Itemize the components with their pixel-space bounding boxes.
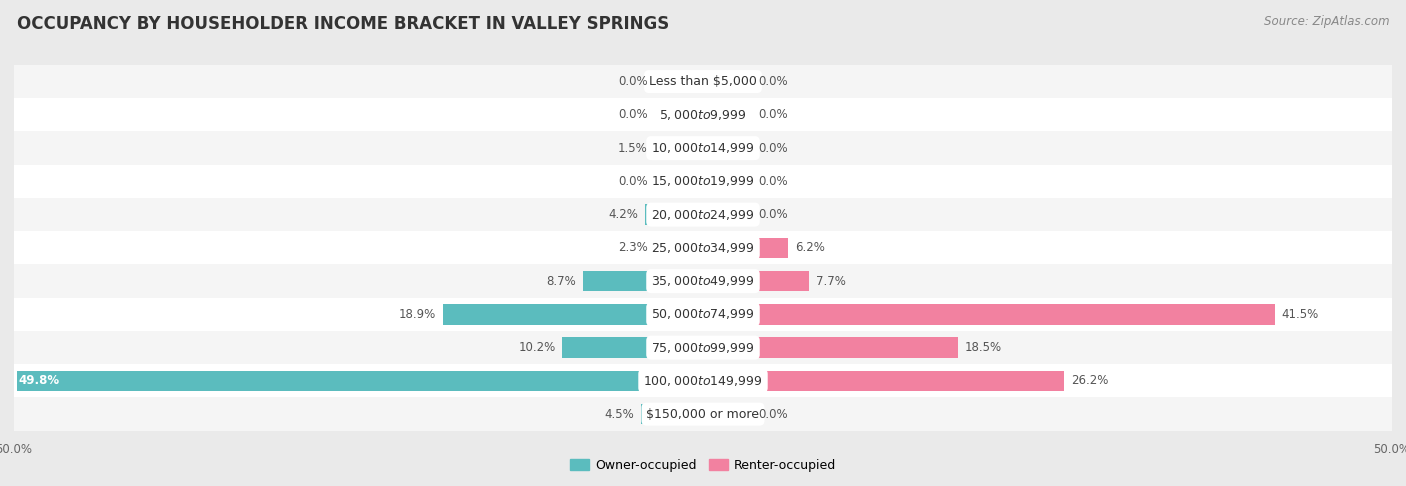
Text: 4.2%: 4.2% (609, 208, 638, 221)
Bar (703, 271, 808, 292)
Bar (17, 370, 703, 391)
Bar (14, 231, 1392, 264)
Text: 41.5%: 41.5% (1282, 308, 1319, 321)
Bar (14, 364, 1392, 398)
Text: 6.2%: 6.2% (796, 242, 825, 254)
Bar (14, 132, 1392, 165)
Text: 2.3%: 2.3% (619, 242, 648, 254)
Bar (703, 138, 751, 158)
Bar (703, 337, 957, 358)
Bar (703, 204, 751, 225)
Bar (703, 71, 751, 92)
Text: 18.9%: 18.9% (398, 308, 436, 321)
Bar (641, 404, 703, 424)
Legend: Owner-occupied, Renter-occupied: Owner-occupied, Renter-occupied (565, 453, 841, 477)
Text: 0.0%: 0.0% (619, 175, 648, 188)
Bar (645, 204, 703, 225)
Text: $10,000 to $14,999: $10,000 to $14,999 (651, 141, 755, 155)
Text: 10.2%: 10.2% (519, 341, 555, 354)
Text: 1.5%: 1.5% (619, 141, 648, 155)
Bar (655, 238, 703, 258)
Bar (14, 98, 1392, 132)
Text: 0.0%: 0.0% (758, 108, 787, 122)
Text: 0.0%: 0.0% (758, 75, 787, 88)
Text: $5,000 to $9,999: $5,000 to $9,999 (659, 108, 747, 122)
Text: 0.0%: 0.0% (758, 141, 787, 155)
Text: $15,000 to $19,999: $15,000 to $19,999 (651, 174, 755, 189)
Bar (14, 198, 1392, 231)
Bar (703, 370, 1064, 391)
Bar (583, 271, 703, 292)
Text: 0.0%: 0.0% (758, 175, 787, 188)
Bar (703, 304, 1275, 325)
Bar (655, 138, 703, 158)
Text: OCCUPANCY BY HOUSEHOLDER INCOME BRACKET IN VALLEY SPRINGS: OCCUPANCY BY HOUSEHOLDER INCOME BRACKET … (17, 15, 669, 33)
Bar (703, 171, 751, 191)
Bar (14, 331, 1392, 364)
Text: 4.5%: 4.5% (605, 408, 634, 420)
Bar (655, 171, 703, 191)
Bar (655, 104, 703, 125)
Text: $25,000 to $34,999: $25,000 to $34,999 (651, 241, 755, 255)
Bar (14, 298, 1392, 331)
Text: 0.0%: 0.0% (758, 408, 787, 420)
Bar (14, 398, 1392, 431)
Text: 26.2%: 26.2% (1071, 374, 1108, 387)
Bar (14, 165, 1392, 198)
Text: 18.5%: 18.5% (965, 341, 1002, 354)
Bar (655, 71, 703, 92)
Text: $100,000 to $149,999: $100,000 to $149,999 (644, 374, 762, 388)
Bar (443, 304, 703, 325)
Bar (562, 337, 703, 358)
Text: Source: ZipAtlas.com: Source: ZipAtlas.com (1264, 15, 1389, 28)
Text: 7.7%: 7.7% (815, 275, 846, 288)
Text: $75,000 to $99,999: $75,000 to $99,999 (651, 341, 755, 355)
Text: 8.7%: 8.7% (547, 275, 576, 288)
Bar (14, 65, 1392, 98)
Text: Less than $5,000: Less than $5,000 (650, 75, 756, 88)
Text: 49.8%: 49.8% (18, 374, 59, 387)
Text: $20,000 to $24,999: $20,000 to $24,999 (651, 208, 755, 222)
Text: $50,000 to $74,999: $50,000 to $74,999 (651, 307, 755, 321)
Bar (703, 238, 789, 258)
Bar (703, 404, 751, 424)
Text: 0.0%: 0.0% (619, 108, 648, 122)
Text: 0.0%: 0.0% (619, 75, 648, 88)
Bar (703, 104, 751, 125)
Text: $150,000 or more: $150,000 or more (647, 408, 759, 420)
Text: $35,000 to $49,999: $35,000 to $49,999 (651, 274, 755, 288)
Text: 0.0%: 0.0% (758, 208, 787, 221)
Bar (14, 264, 1392, 298)
